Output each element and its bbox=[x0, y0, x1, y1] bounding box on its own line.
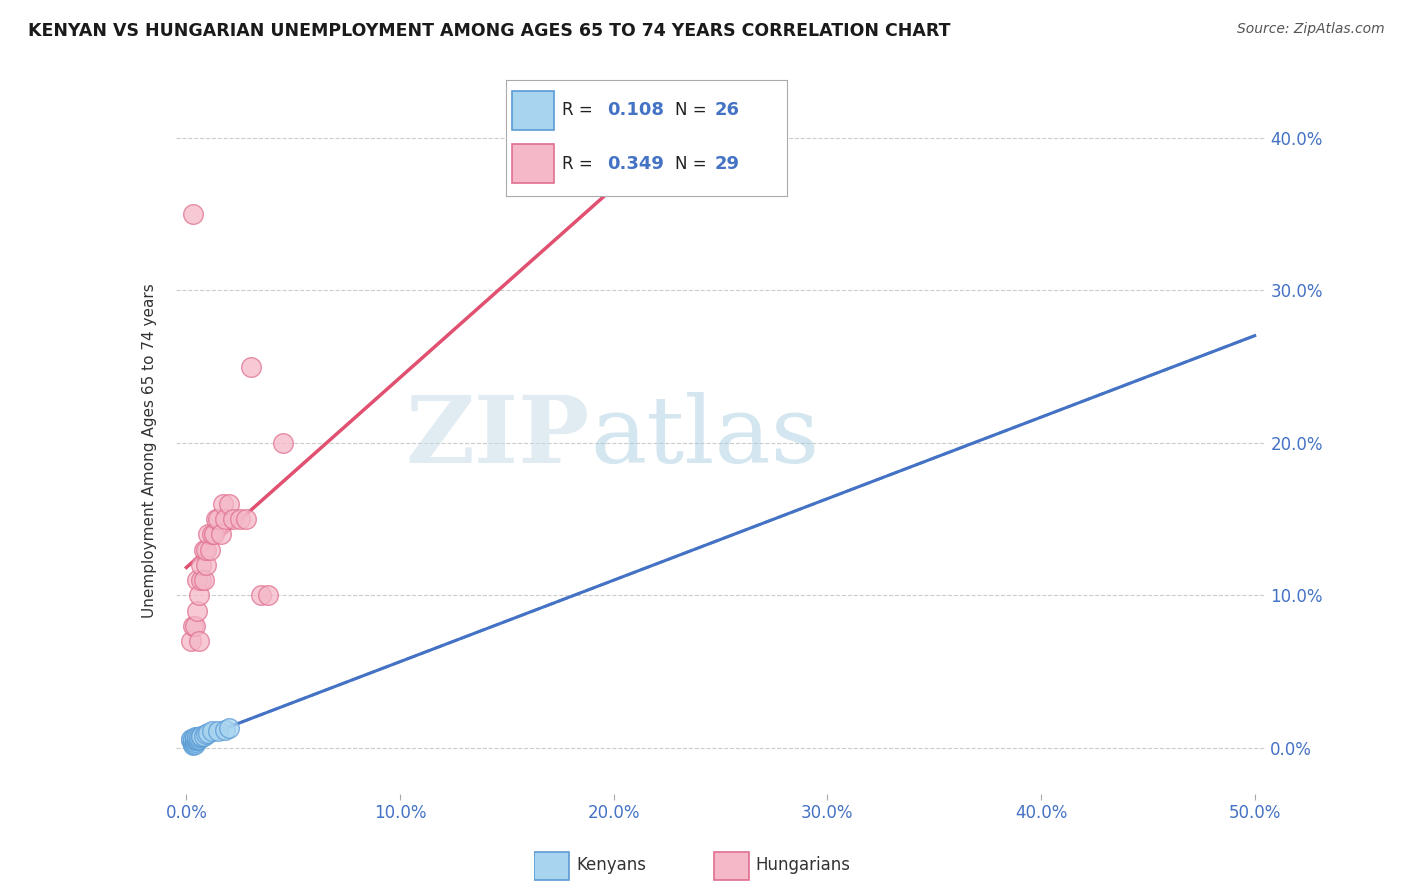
Point bbox=[207, 512, 229, 526]
Point bbox=[184, 731, 207, 745]
Point bbox=[250, 589, 273, 603]
Point bbox=[235, 512, 257, 526]
Text: 26: 26 bbox=[714, 102, 740, 120]
Point bbox=[190, 731, 212, 745]
Point bbox=[184, 731, 207, 746]
Text: Hungarians: Hungarians bbox=[756, 856, 851, 874]
Text: KENYAN VS HUNGARIAN UNEMPLOYMENT AMONG AGES 65 TO 74 YEARS CORRELATION CHART: KENYAN VS HUNGARIAN UNEMPLOYMENT AMONG A… bbox=[28, 22, 950, 40]
Text: 0.349: 0.349 bbox=[607, 155, 664, 173]
Point bbox=[193, 542, 215, 557]
Point bbox=[184, 733, 207, 747]
Point bbox=[181, 619, 204, 633]
Point bbox=[180, 733, 202, 747]
Point bbox=[209, 527, 232, 541]
Point bbox=[181, 737, 204, 751]
Point bbox=[184, 735, 207, 749]
Text: atlas: atlas bbox=[591, 392, 820, 482]
Point bbox=[186, 604, 208, 618]
Point bbox=[181, 738, 204, 752]
Point bbox=[184, 619, 207, 633]
Point bbox=[194, 727, 217, 741]
Point bbox=[201, 527, 224, 541]
Point bbox=[207, 724, 229, 739]
Point bbox=[181, 733, 204, 747]
FancyBboxPatch shape bbox=[534, 853, 569, 880]
Point bbox=[181, 735, 204, 749]
Point bbox=[194, 558, 217, 572]
Point bbox=[193, 729, 215, 743]
Text: Kenyans: Kenyans bbox=[576, 856, 647, 874]
Point bbox=[186, 733, 208, 747]
Point bbox=[198, 542, 221, 557]
Point bbox=[222, 512, 245, 526]
Point bbox=[186, 731, 208, 746]
Point bbox=[186, 573, 208, 587]
FancyBboxPatch shape bbox=[512, 144, 554, 184]
Point bbox=[256, 589, 278, 603]
Point bbox=[193, 573, 215, 587]
Point bbox=[197, 726, 219, 740]
Text: 0.108: 0.108 bbox=[607, 102, 665, 120]
Point bbox=[181, 731, 204, 746]
Point bbox=[184, 737, 207, 751]
Point bbox=[197, 527, 219, 541]
Point bbox=[218, 721, 240, 735]
Point bbox=[229, 512, 252, 526]
Point bbox=[271, 435, 294, 450]
Point bbox=[188, 731, 211, 745]
FancyBboxPatch shape bbox=[512, 91, 554, 130]
Text: Source: ZipAtlas.com: Source: ZipAtlas.com bbox=[1237, 22, 1385, 37]
Point bbox=[188, 589, 211, 603]
Text: R =: R = bbox=[562, 155, 599, 173]
Point bbox=[239, 359, 262, 374]
Point bbox=[186, 731, 208, 745]
Text: N =: N = bbox=[675, 102, 711, 120]
Point bbox=[190, 573, 212, 587]
Point bbox=[214, 723, 236, 737]
Point bbox=[218, 497, 240, 511]
Point bbox=[201, 724, 224, 739]
Point bbox=[202, 527, 225, 541]
Text: N =: N = bbox=[675, 155, 711, 173]
Point bbox=[205, 512, 228, 526]
Point bbox=[188, 634, 211, 648]
Y-axis label: Unemployment Among Ages 65 to 74 years: Unemployment Among Ages 65 to 74 years bbox=[142, 283, 157, 618]
Point bbox=[214, 512, 236, 526]
Point bbox=[190, 558, 212, 572]
Text: R =: R = bbox=[562, 102, 599, 120]
Point bbox=[181, 207, 204, 221]
Point bbox=[180, 634, 202, 648]
Point bbox=[211, 497, 233, 511]
Text: ZIP: ZIP bbox=[405, 392, 591, 482]
Point bbox=[180, 731, 202, 746]
Point bbox=[188, 731, 211, 746]
FancyBboxPatch shape bbox=[713, 853, 748, 880]
Point bbox=[190, 729, 212, 743]
Text: 29: 29 bbox=[714, 155, 740, 173]
Point bbox=[194, 542, 217, 557]
